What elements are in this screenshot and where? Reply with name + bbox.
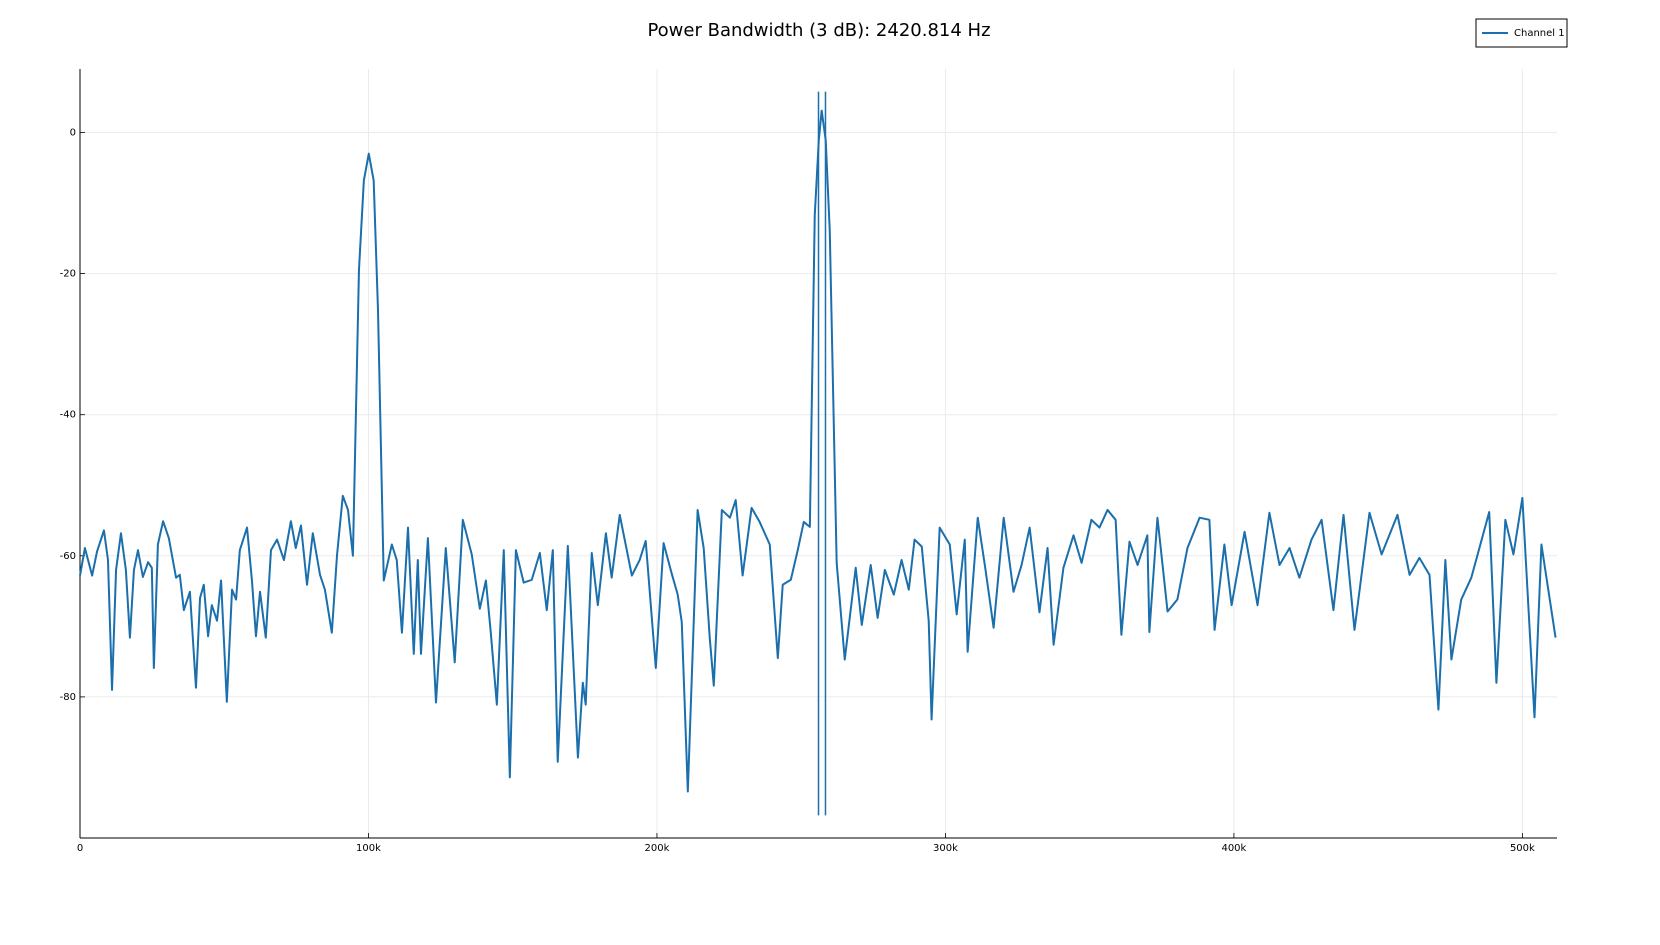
y-tick-label: -80 [60,692,76,703]
x-tick-label: 0 [77,843,83,854]
x-tick-label: 100k [356,843,381,854]
x-tick-label: 400k [1221,843,1246,854]
x-tick-label: 200k [645,843,670,854]
x-tick-label: 500k [1510,843,1535,854]
data-line [79,109,1557,793]
y-tick-label: -40 [60,410,76,421]
legend: Channel 1 [1475,18,1568,48]
x-tick-label: 300k [933,843,958,854]
legend-label: Channel 1 [1514,28,1565,39]
y-tick-label: -60 [60,551,76,562]
chart-title: Power Bandwidth (3 dB): 2420.814 Hz [647,20,990,41]
y-tick-label: -20 [60,269,76,280]
y-tick-label: 0 [70,127,76,138]
